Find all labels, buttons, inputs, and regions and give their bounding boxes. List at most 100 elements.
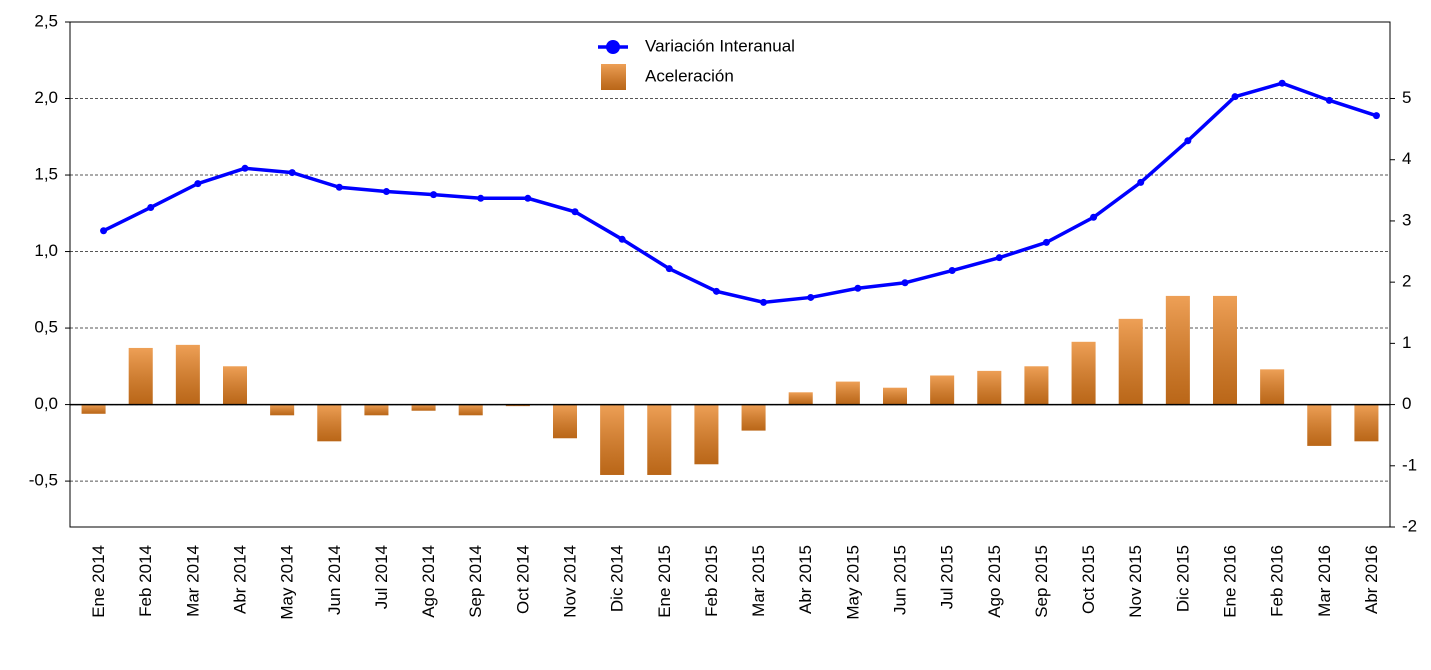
y-tick-label: 2,0 — [34, 88, 58, 107]
bar-shade — [364, 404, 389, 416]
point — [147, 203, 155, 211]
point — [430, 191, 438, 199]
y2-tick-label: 5 — [1402, 88, 1411, 107]
point — [901, 279, 909, 287]
y2-tick-label: -2 — [1402, 516, 1417, 535]
y2-tick-label: 2 — [1402, 272, 1411, 291]
point — [335, 183, 343, 191]
y-tick-label: 0,5 — [34, 318, 58, 337]
legend-swatch-shade — [601, 64, 626, 90]
point — [1042, 238, 1050, 246]
bar-shade — [1354, 404, 1379, 442]
x-tick-label: Sep 2014 — [466, 545, 485, 618]
plot-frame — [69, 21, 1391, 528]
point — [618, 235, 626, 243]
x-tick-label: Oct 2014 — [513, 545, 532, 614]
y-tick-label: 0,0 — [34, 394, 58, 413]
y2-tick-label: 0 — [1402, 394, 1411, 413]
point — [571, 208, 579, 216]
point — [241, 164, 249, 172]
x-tick-label: May 2014 — [278, 545, 297, 620]
x-tick-label: Feb 2016 — [1268, 545, 1287, 617]
point — [1137, 178, 1145, 186]
x-tick-label: Dic 2014 — [608, 545, 627, 612]
y-tick-label: 2,5 — [34, 11, 58, 30]
point — [760, 298, 768, 306]
y2-tick-label: 4 — [1402, 149, 1411, 168]
point — [194, 180, 202, 188]
point — [854, 284, 862, 292]
x-tick-label: Mar 2014 — [183, 545, 202, 617]
x-tick-label: Abr 2014 — [230, 545, 249, 614]
y-tick-label: 1,0 — [34, 241, 58, 260]
line — [102, 81, 1377, 305]
bar-shade — [317, 404, 342, 442]
y-tick-label: 1,5 — [34, 165, 58, 184]
legend-label: Variación Interanual — [645, 36, 795, 55]
bar-shade — [741, 404, 766, 431]
x-tick-label: Ene 2015 — [655, 545, 674, 618]
point — [948, 267, 956, 275]
bar-shade — [411, 404, 436, 411]
y2-tick-label: 1 — [1402, 333, 1411, 352]
bar-shade — [930, 375, 955, 405]
bar-shade — [81, 404, 106, 414]
x-tick-label: Nov 2015 — [1126, 545, 1145, 618]
bar-shade — [647, 404, 672, 475]
x-tick-label: Mar 2015 — [749, 545, 768, 617]
point — [382, 188, 390, 196]
point — [1325, 96, 1333, 104]
x-tick-label: Ago 2015 — [985, 545, 1004, 618]
bar-shade — [505, 404, 530, 407]
point — [100, 227, 108, 235]
x-tick-label: Jun 2014 — [325, 545, 344, 615]
legend-marker — [606, 40, 620, 54]
bar-shade — [270, 404, 295, 416]
point — [665, 265, 673, 273]
x-tick-label: Feb 2014 — [136, 545, 155, 617]
bar-shade — [458, 404, 483, 416]
x-tick-label: May 2015 — [843, 545, 862, 620]
x-tick-label: Feb 2015 — [702, 545, 721, 617]
point — [1278, 79, 1286, 87]
bar-shade — [1071, 341, 1096, 405]
legend-label: Aceleración — [645, 66, 734, 85]
point — [1184, 137, 1192, 145]
x-tick-label: Oct 2015 — [1079, 545, 1098, 614]
x-tick-label: Jul 2015 — [938, 545, 957, 609]
x-tick-label: Ene 2016 — [1220, 545, 1239, 618]
point — [712, 287, 720, 295]
x-tick-label: Abr 2016 — [1362, 545, 1381, 614]
x-tick-label: Ene 2014 — [89, 545, 108, 618]
bar-shade — [835, 381, 860, 405]
x-tick-label: Dic 2015 — [1173, 545, 1192, 612]
y2-tick-label: 3 — [1402, 210, 1411, 229]
point — [477, 194, 485, 202]
bar-shade — [1165, 295, 1190, 405]
point — [1372, 112, 1380, 120]
bar-shade — [694, 404, 719, 465]
point — [1231, 93, 1239, 101]
y2-tick-label: -1 — [1402, 455, 1417, 474]
bar-shade — [1118, 318, 1143, 405]
bar-shade — [788, 392, 813, 405]
bar-shade — [977, 370, 1002, 405]
x-tick-label: Nov 2014 — [560, 545, 579, 618]
x-tick-label: Ago 2014 — [419, 545, 438, 618]
x-tick-label: Jul 2014 — [372, 545, 391, 609]
x-tick-label: Jun 2015 — [890, 545, 909, 615]
x-tick-label: Sep 2015 — [1032, 545, 1051, 618]
bar-shade — [883, 387, 907, 405]
bar-shade — [223, 366, 247, 405]
x-tick-label: Abr 2015 — [796, 545, 815, 614]
bar-shade — [553, 404, 577, 439]
bar-shade — [1260, 369, 1285, 405]
bar-shade — [1307, 404, 1332, 446]
point — [1090, 213, 1098, 221]
bar-shade — [600, 404, 625, 475]
point — [807, 293, 815, 301]
bar-shade — [1213, 295, 1237, 405]
point — [995, 254, 1003, 262]
point — [288, 169, 296, 177]
